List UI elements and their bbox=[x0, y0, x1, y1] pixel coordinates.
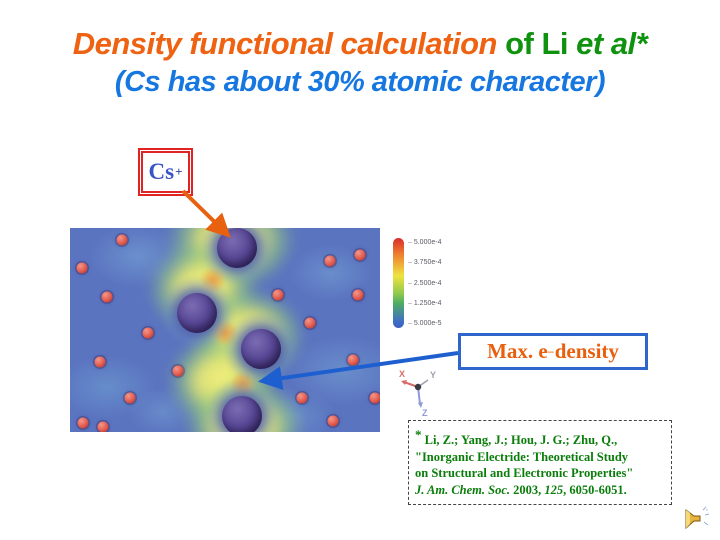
colorbar: 5.000e-4 3.750e-4 2.500e-4 1.250e-4 5.00… bbox=[393, 238, 441, 328]
citation-journal: J. Am. Chem. Soc. bbox=[415, 482, 511, 497]
cs-atom-sphere bbox=[177, 293, 218, 334]
citation-line-3: on Structural and Electronic Properties" bbox=[415, 466, 634, 481]
title-etal-part: et al* bbox=[576, 26, 648, 61]
citation-volume: 125 bbox=[544, 482, 564, 497]
citation-pages: , 6050-6051. bbox=[563, 482, 627, 497]
li-atom-dot bbox=[97, 421, 109, 432]
li-atom-dot bbox=[116, 234, 128, 246]
colorbar-tick-label: 5.000e-5 bbox=[408, 320, 442, 327]
max-density-label-tail: density bbox=[554, 339, 619, 363]
li-atom-dot bbox=[369, 392, 380, 404]
citation-line-4: J. Am. Chem. Soc. 2003, 125, 6050-6051. bbox=[415, 482, 665, 499]
li-atom-dot bbox=[142, 327, 154, 339]
axis-triad-icon: X Y Z bbox=[399, 369, 436, 418]
slide-title: Density functional calculation of Li et … bbox=[0, 26, 720, 62]
title-green-part: of Li bbox=[496, 26, 577, 61]
max-density-label: Max. e bbox=[487, 339, 548, 363]
li-atom-dot bbox=[352, 289, 364, 301]
title-orange-part: Density functional calculation bbox=[72, 26, 498, 61]
colorbar-tick-label: 5.000e-4 bbox=[408, 239, 442, 246]
colorbar-tick-label: 2.500e-4 bbox=[408, 280, 442, 287]
cs-atom-sphere bbox=[240, 328, 281, 369]
citation-line-2: "Inorganic Electride: Theoretical Study bbox=[415, 449, 629, 464]
li-atom-dot bbox=[124, 392, 136, 404]
citation-box: * Li, Z.; Yang, J.; Hou, J. G.; Zhu, Q.,… bbox=[408, 420, 672, 506]
density-map bbox=[70, 228, 380, 432]
li-atom-dot bbox=[77, 417, 89, 429]
colorbar-tick-label: 1.250e-4 bbox=[408, 300, 442, 307]
li-atom-dot bbox=[324, 255, 336, 267]
li-atom-dot bbox=[76, 262, 88, 274]
li-atom-dot bbox=[304, 317, 316, 329]
slide-subtitle: (Cs has about 30% atomic character) bbox=[114, 66, 606, 98]
citation-year: 2003, bbox=[510, 482, 545, 497]
max-density-superscript: – bbox=[547, 344, 554, 358]
colorbar-tick-labels: 5.000e-4 3.750e-4 2.500e-4 1.250e-4 5.00… bbox=[408, 238, 442, 328]
speaker-icon[interactable] bbox=[682, 502, 712, 532]
li-atom-dot bbox=[101, 291, 113, 303]
cs-atom-sphere bbox=[217, 228, 258, 268]
li-atom-dot bbox=[327, 415, 339, 427]
cs-label-box: Cs + bbox=[138, 148, 193, 196]
citation-asterisk: * bbox=[415, 427, 422, 442]
li-atom-dot bbox=[296, 392, 308, 404]
li-atom-dot bbox=[94, 356, 106, 368]
li-atom-dot bbox=[272, 289, 284, 301]
axis-y-label: Y bbox=[430, 370, 436, 380]
axis-z-label: Z bbox=[422, 408, 428, 418]
cs-label: Cs bbox=[148, 159, 175, 184]
colorbar-tick-label: 3.750e-4 bbox=[408, 259, 442, 266]
axis-x-label: X bbox=[399, 369, 405, 379]
colorbar-gradient bbox=[393, 238, 404, 328]
cs-atom-sphere bbox=[222, 396, 263, 432]
cs-superscript: + bbox=[175, 164, 183, 179]
citation-line-1: * Li, Z.; Yang, J.; Hou, J. G.; Zhu, Q., bbox=[415, 427, 618, 448]
li-atom-dot bbox=[172, 365, 184, 377]
li-atom-dot bbox=[354, 249, 366, 261]
li-atom-dot bbox=[347, 354, 359, 366]
max-density-box: Max. e – density bbox=[458, 333, 648, 370]
